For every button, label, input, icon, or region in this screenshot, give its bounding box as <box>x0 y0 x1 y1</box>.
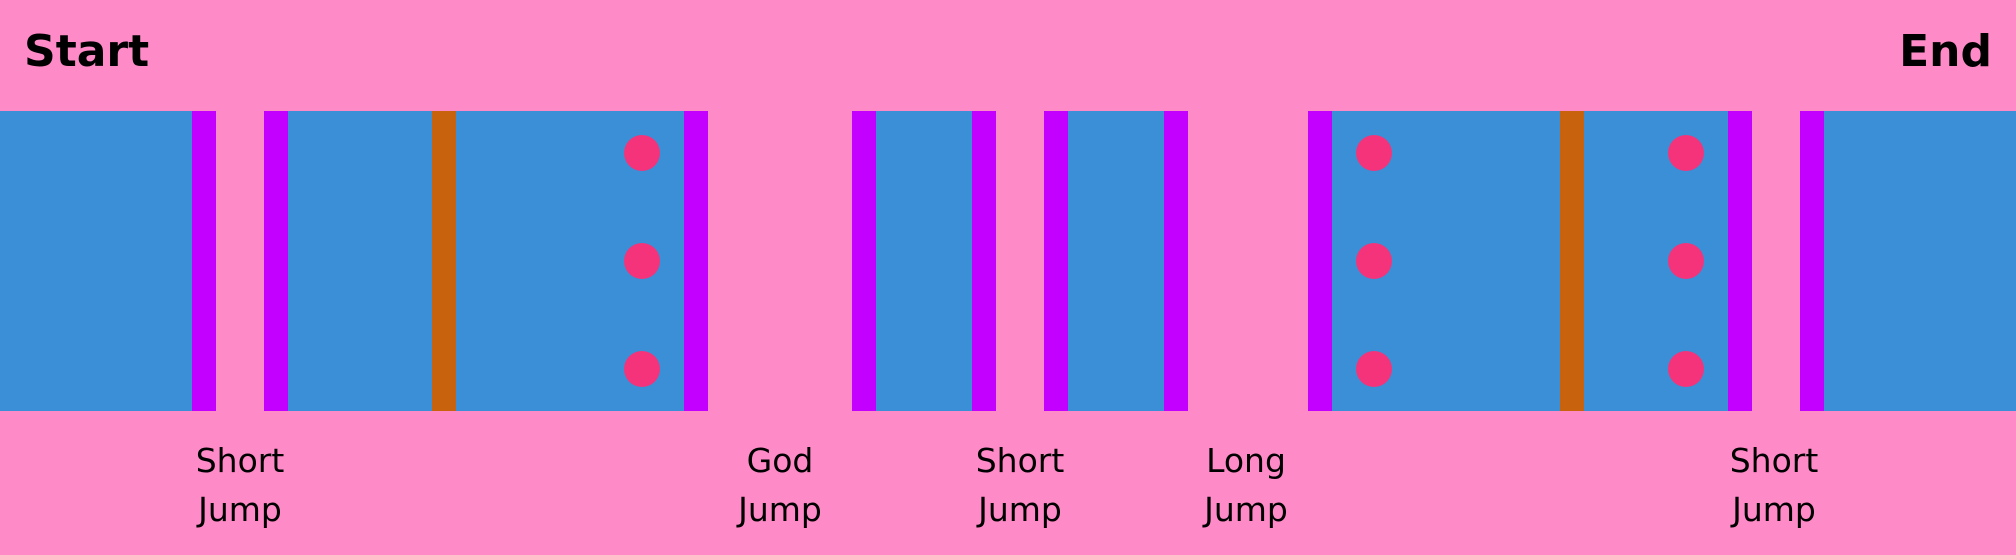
marker-dot <box>1668 243 1704 279</box>
platform <box>1068 111 1164 411</box>
course-track <box>0 111 2016 411</box>
platform-edge <box>1800 111 1824 411</box>
divider <box>1560 111 1584 411</box>
jump-label: Long Jump <box>1146 436 1346 534</box>
platform <box>1824 111 2016 411</box>
jump-label-line2: Jump <box>198 490 282 529</box>
jump-label-line2: Jump <box>1732 490 1816 529</box>
jump-label-line2: Jump <box>738 490 822 529</box>
jump-label-line1: Short <box>1729 441 1819 480</box>
jump-label-line1: Long <box>1206 441 1286 480</box>
jump-label: Short Jump <box>1674 436 1874 534</box>
jump-label: Short Jump <box>140 436 340 534</box>
platform-edge <box>1728 111 1752 411</box>
jump-label-line1: Short <box>195 441 285 480</box>
platform <box>288 111 432 411</box>
end-label: End <box>1899 26 1992 77</box>
jump-label-line1: Short <box>975 441 1065 480</box>
marker-dot <box>1668 351 1704 387</box>
divider <box>432 111 456 411</box>
jump-label-line2: Jump <box>978 490 1062 529</box>
platform-edge <box>192 111 216 411</box>
platform-edge <box>1164 111 1188 411</box>
start-label: Start <box>24 26 150 77</box>
jump-label-line2: Jump <box>1204 490 1288 529</box>
marker-dot <box>1668 135 1704 171</box>
jump-label: God Jump <box>680 436 880 534</box>
jump-label-line1: God <box>746 441 814 480</box>
platform <box>0 111 192 411</box>
platform-edge <box>1308 111 1332 411</box>
platform-edge <box>264 111 288 411</box>
marker-dot <box>624 351 660 387</box>
marker-dot <box>1356 351 1392 387</box>
marker-dot <box>624 243 660 279</box>
marker-dot <box>624 135 660 171</box>
platform <box>876 111 972 411</box>
platform-edge <box>1044 111 1068 411</box>
markers <box>624 135 1704 387</box>
jump-label: Short Jump <box>920 436 1120 534</box>
marker-dot <box>1356 243 1392 279</box>
platform-edge <box>972 111 996 411</box>
platform-edge <box>852 111 876 411</box>
platform-edge <box>684 111 708 411</box>
marker-dot <box>1356 135 1392 171</box>
